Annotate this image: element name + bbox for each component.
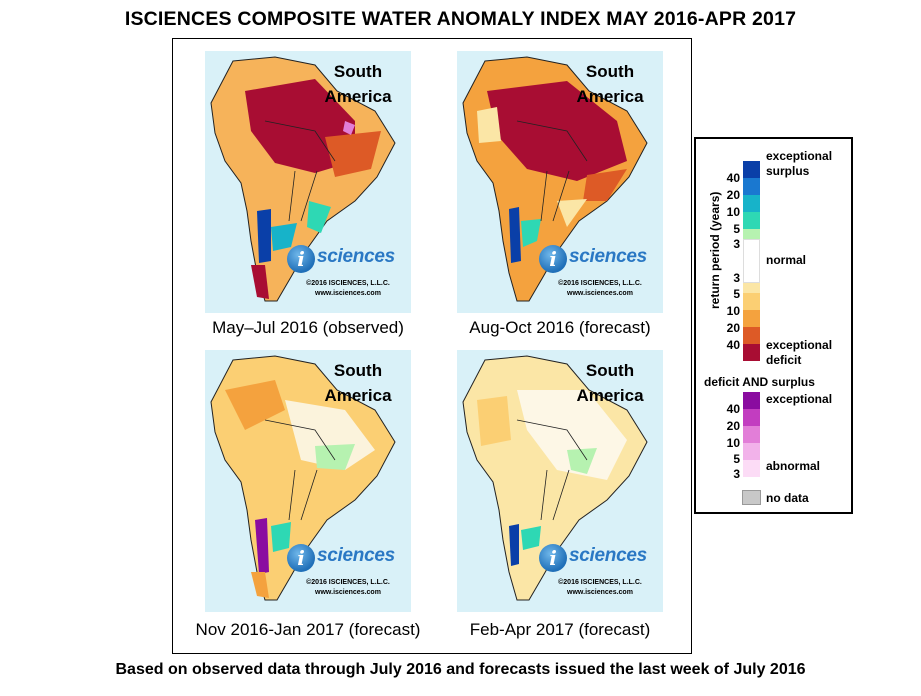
legend-swatch-surplus-2 xyxy=(743,178,760,195)
tick-both-10: 10 xyxy=(726,436,740,450)
page-title: ISCIENCES COMPOSITE WATER ANOMALY INDEX … xyxy=(124,8,797,30)
region-line-2: America xyxy=(576,386,644,405)
panel-caption-4: Feb-Apr 2017 (forecast) xyxy=(469,620,651,639)
copyright-block: ©2016 ISCIENCES, L.L.C. www.isciences.co… xyxy=(539,279,661,299)
region-label: South America xyxy=(565,59,655,109)
tick-both-5: 5 xyxy=(733,452,740,466)
legend-swatch-deficit-2 xyxy=(743,293,760,310)
copyright-block: ©2016 ISCIENCES, L.L.C. www.isciences.co… xyxy=(287,279,409,299)
south-america-map xyxy=(462,355,648,601)
copyright-block: ©2016 ISCIENCES, L.L.C. www.isciences.co… xyxy=(287,578,409,598)
logo-word: sciences xyxy=(317,545,395,566)
legend-swatch-deficit-5 xyxy=(743,344,760,361)
panel-caption-3: Nov 2016-Jan 2017 (forecast) xyxy=(195,620,421,639)
tick-surplus-3: 3 xyxy=(733,237,740,251)
legend-nodata-label: no data xyxy=(766,491,809,505)
website-text: www.isciences.com xyxy=(567,589,633,596)
tick-deficit-3: 3 xyxy=(733,271,740,285)
region-line-1: South xyxy=(333,361,383,380)
region-line-1: South xyxy=(585,62,635,81)
legend-swatch-surplus-5 xyxy=(743,229,760,239)
footer-note: Based on observed data through July 2016… xyxy=(115,661,806,678)
logo-i-icon: i xyxy=(287,245,315,273)
tick-surplus-20: 20 xyxy=(726,188,740,202)
legend-swatch-both-2 xyxy=(743,409,760,426)
legend-deficit-label: exceptional deficit xyxy=(766,338,832,368)
website-text: www.isciences.com xyxy=(567,290,633,297)
logo-word: sciences xyxy=(569,545,647,566)
tick-surplus-10: 10 xyxy=(726,205,740,219)
legend-swatch-normal xyxy=(743,239,760,283)
legend-surplus-label-1: exceptional xyxy=(766,149,833,163)
logo-i-icon: i xyxy=(539,544,567,572)
region-line-1: South xyxy=(585,361,635,380)
legend-swatch-both-5 xyxy=(743,460,760,477)
region-line-2: America xyxy=(324,386,392,405)
panel-caption-1: May–Jul 2016 (observed) xyxy=(212,318,404,337)
legend-surplus-label-2: surplus xyxy=(766,164,810,178)
south-america-map xyxy=(210,56,396,302)
isciences-logo: i sciences xyxy=(539,245,657,273)
legend-swatch-deficit-3 xyxy=(743,310,760,327)
region-line-1: South xyxy=(333,62,383,81)
website-text: www.isciences.com xyxy=(315,589,381,596)
legend-deficit-label-1: exceptional xyxy=(766,338,833,352)
legend-deficit-label-2: deficit xyxy=(766,353,802,367)
copyright-block: ©2016 ISCIENCES, L.L.C. www.isciences.co… xyxy=(539,578,661,598)
legend-both-top-label: exceptional xyxy=(766,392,833,406)
isciences-logo: i sciences xyxy=(539,544,657,572)
isciences-logo: i sciences xyxy=(287,245,405,273)
legend-swatch-nodata xyxy=(742,490,761,505)
logo-i-icon: i xyxy=(539,245,567,273)
south-america-map xyxy=(210,355,396,601)
legend-swatch-deficit-1 xyxy=(743,283,760,293)
tick-surplus-40: 40 xyxy=(726,171,740,185)
copyright-text: ©2016 ISCIENCES, L.L.C. xyxy=(306,579,390,586)
region-label: South America xyxy=(313,358,403,408)
legend-swatch-both-4 xyxy=(743,443,760,460)
map-panel-aug-oct-2016: South America i sciences ©2016 ISCIENCES… xyxy=(457,51,663,313)
legend-surplus-label: exceptional surplus xyxy=(766,149,832,179)
region-line-2: America xyxy=(324,87,392,106)
copyright-text: ©2016 ISCIENCES, L.L.C. xyxy=(558,280,642,287)
copyright-text: ©2016 ISCIENCES, L.L.C. xyxy=(558,579,642,586)
legend-swatch-deficit-4 xyxy=(743,327,760,344)
logo-i-icon: i xyxy=(287,544,315,572)
tick-deficit-20: 20 xyxy=(726,321,740,335)
tick-deficit-5: 5 xyxy=(733,287,740,301)
region-label: South America xyxy=(313,59,403,109)
tick-both-3: 3 xyxy=(733,467,740,481)
legend-swatch-surplus-3 xyxy=(743,195,760,212)
website-text: www.isciences.com xyxy=(315,290,381,297)
legend: return period (years) exceptional surplu… xyxy=(694,137,853,514)
legend-swatch-surplus-4 xyxy=(743,212,760,229)
panel-caption-2: Aug-Oct 2016 (forecast) xyxy=(469,318,651,337)
legend-both-bottom-label: abnormal xyxy=(766,459,821,473)
maps-frame: South America i sciences ©2016 ISCIENCES… xyxy=(172,38,692,654)
legend-swatch-surplus-1 xyxy=(743,161,760,178)
south-america-map xyxy=(462,56,648,302)
legend-swatch-both-1 xyxy=(743,392,760,409)
logo-word: sciences xyxy=(569,246,647,267)
legend-swatch-both-3 xyxy=(743,426,760,443)
region-line-2: America xyxy=(576,87,644,106)
isciences-logo: i sciences xyxy=(287,544,405,572)
legend-both-heading: deficit AND surplus xyxy=(704,375,815,389)
tick-both-20: 20 xyxy=(726,419,740,433)
copyright-text: ©2016 ISCIENCES, L.L.C. xyxy=(306,280,390,287)
legend-normal-label: normal xyxy=(766,253,807,267)
tick-surplus-5: 5 xyxy=(733,222,740,236)
tick-deficit-40: 40 xyxy=(726,338,740,352)
map-panel-feb-apr-2017: South America i sciences ©2016 ISCIENCES… xyxy=(457,350,663,612)
tick-both-40: 40 xyxy=(726,402,740,416)
region-label: South America xyxy=(565,358,655,408)
map-panel-may-jul-2016: South America i sciences ©2016 ISCIENCES… xyxy=(205,51,411,313)
tick-deficit-10: 10 xyxy=(726,304,740,318)
logo-word: sciences xyxy=(317,246,395,267)
map-panel-nov-2016-jan-2017: South America i sciences ©2016 ISCIENCES… xyxy=(205,350,411,612)
